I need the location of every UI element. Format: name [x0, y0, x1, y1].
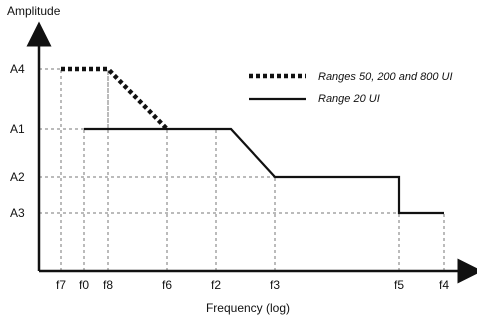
x-tick-f5: f5 — [394, 278, 404, 292]
y-axis-label: Amplitude — [7, 4, 61, 18]
x-tick-f0: f0 — [79, 278, 89, 292]
series-ranges-50-200-and-800-ui — [61, 66, 169, 131]
series-layer — [61, 66, 444, 215]
legend-label-solid: Range 20 UI — [318, 93, 380, 105]
y-tick-a1: A1 — [10, 122, 25, 136]
x-tick-f3: f3 — [270, 278, 280, 292]
series-range-20-ui — [84, 127, 444, 215]
x-tick-f8: f8 — [103, 278, 113, 292]
y-tick-a4: A4 — [10, 62, 25, 76]
x-tick-f4: f4 — [439, 278, 449, 292]
x-tick-f6: f6 — [162, 278, 172, 292]
legend: Ranges 50, 200 and 800 UI Range 20 UI — [249, 71, 453, 105]
y-tick-a3: A3 — [10, 206, 25, 220]
x-tick-f7: f7 — [56, 278, 66, 292]
y-tick-a2: A2 — [10, 170, 25, 184]
legend-label-dotted: Ranges 50, 200 and 800 UI — [318, 71, 453, 83]
x-tick-f2: f2 — [211, 278, 221, 292]
x-axis-label: Frequency (log) — [206, 301, 290, 315]
tick-layer: f7 f0 f8 f6 f2 f3 f5 f4 A4 A1 A2 A3 — [10, 62, 449, 292]
guides-layer — [39, 68, 445, 271]
